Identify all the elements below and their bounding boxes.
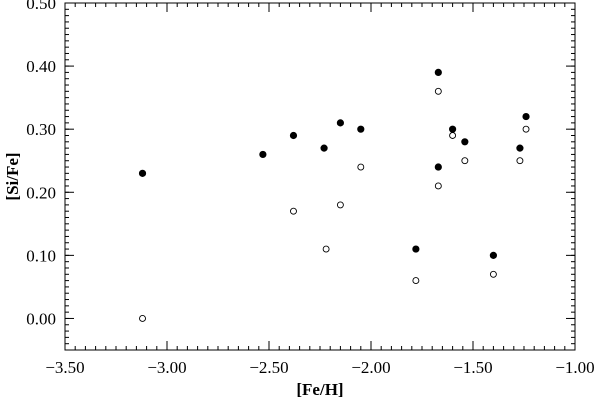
filled-data-point bbox=[357, 125, 365, 133]
filled-data-point bbox=[522, 112, 530, 121]
filled-data-point bbox=[336, 119, 344, 127]
filled-data-point bbox=[516, 144, 524, 152]
minor-ticks bbox=[64, 2, 576, 351]
plot-frame bbox=[64, 2, 576, 351]
open-data-point bbox=[489, 270, 497, 278]
y-tick-label: 0.10 bbox=[26, 246, 56, 265]
open-data-point bbox=[449, 132, 457, 139]
x-tick-label: −1.00 bbox=[555, 358, 594, 377]
y-tick-label: 0.20 bbox=[26, 183, 56, 202]
filled-data-point bbox=[289, 131, 298, 140]
open-data-point bbox=[434, 87, 442, 95]
y-tick-label: 0.30 bbox=[26, 120, 56, 139]
open-data-point bbox=[412, 277, 420, 285]
filled-data-point bbox=[489, 251, 497, 259]
y-tick-label: 0.00 bbox=[26, 309, 56, 328]
filled-data-point bbox=[259, 150, 267, 159]
filled-data-point bbox=[434, 68, 442, 77]
x-tick-label: −1.50 bbox=[453, 358, 492, 377]
filled-data-point bbox=[138, 169, 147, 177]
x-tick-label: −3.00 bbox=[147, 358, 186, 377]
open-data-point bbox=[461, 157, 469, 165]
x-tick-label: −2.50 bbox=[249, 358, 288, 377]
y-tick-label: 0.50 bbox=[26, 0, 56, 13]
y-axis-title: [Si/Fe] bbox=[3, 152, 22, 200]
filled-data-point bbox=[412, 245, 420, 253]
y-tick-label: 0.40 bbox=[26, 57, 56, 76]
open-data-point bbox=[139, 315, 146, 322]
open-data-point bbox=[336, 201, 344, 209]
filled-data-point bbox=[448, 125, 457, 133]
filled-data-point bbox=[320, 144, 328, 152]
open-data-point bbox=[290, 207, 297, 215]
filled-data-point bbox=[461, 138, 469, 146]
filled-data-point bbox=[434, 163, 442, 171]
open-data-point bbox=[522, 125, 530, 133]
open-data-point bbox=[357, 163, 365, 171]
x-tick-label: −3.50 bbox=[45, 358, 84, 377]
y-tick-labels: 0.00 0.10 0.20 0.30 0.40 0.50 bbox=[26, 0, 56, 328]
open-data-point bbox=[434, 182, 442, 190]
data-points bbox=[138, 68, 530, 322]
x-tick-label: −2.00 bbox=[351, 358, 390, 377]
open-data-point bbox=[516, 157, 524, 165]
x-tick-labels: −3.50 −3.00 −2.50 −2.00 −1.50 −1.00 bbox=[45, 358, 594, 377]
x-axis-title: [Fe/H] bbox=[296, 380, 343, 399]
open-data-point bbox=[322, 245, 330, 253]
